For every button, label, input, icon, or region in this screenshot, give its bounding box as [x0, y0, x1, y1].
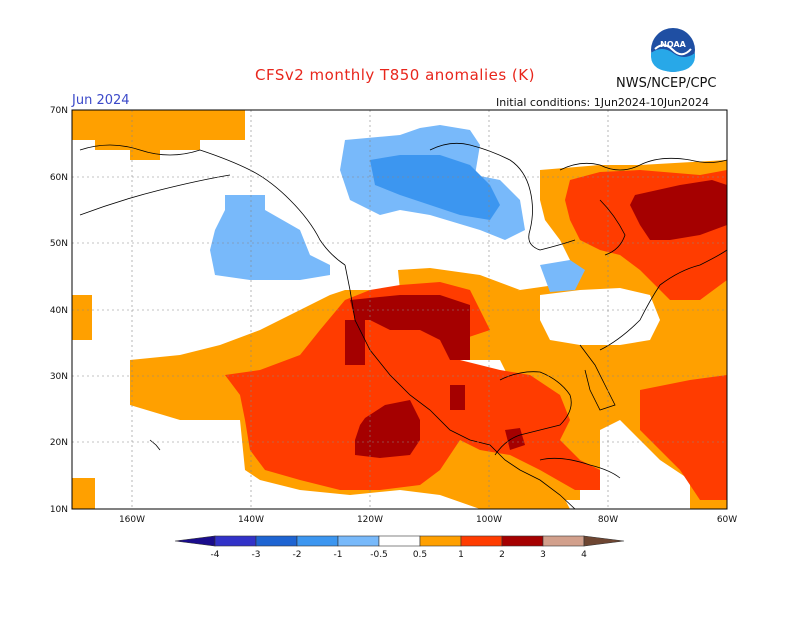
lat-label-60n: 60N — [50, 173, 68, 183]
colorbar-labels: -4 -3 -2 -1 -0.5 0.5 1 2 3 4 — [211, 550, 588, 560]
anomaly-fields — [72, 110, 727, 509]
colorbar-cell-neg3-neg2 — [255, 535, 298, 547]
colorbar-cell-lt-neg4 — [174, 535, 216, 547]
colorbar-label: -1 — [334, 550, 343, 560]
lon-label-160w: 160W — [119, 515, 145, 525]
anomaly-neg2-neg1-region — [370, 155, 500, 220]
lat-label-40n: 40N — [50, 306, 68, 316]
neutral-region-northeast — [540, 288, 660, 345]
colorbar-label: -4 — [211, 550, 220, 560]
colorbar-label: 4 — [581, 550, 587, 560]
noaa-logo-icon: NOAA — [651, 28, 695, 72]
anomaly-neg1-neg0.5-region — [210, 125, 585, 292]
lon-label-100w: 100W — [476, 515, 502, 525]
colorbar-cell-neg2-neg1 — [296, 535, 339, 547]
colorbar-cell-neg4-neg3 — [214, 535, 257, 547]
lon-label-120w: 120W — [357, 515, 383, 525]
colorbar-cell-2-3 — [501, 535, 544, 547]
lat-label-20n: 20N — [50, 438, 68, 448]
colorbar-label: 3 — [540, 550, 546, 560]
colorbar-cell-neg1-neg0.5 — [337, 535, 380, 547]
colorbar-label: -2 — [293, 550, 302, 560]
agency-label: NWS/NCEP/CPC — [616, 76, 717, 91]
anomaly-2-3-region — [345, 180, 727, 458]
latitude-labels: 70N 60N 50N 40N 30N 20N 10N — [50, 106, 68, 515]
colorbar-cell-3-4 — [542, 535, 585, 547]
lon-label-80w: 80W — [598, 515, 618, 525]
colorbar-label: 2 — [499, 550, 505, 560]
colorbar-label: -0.5 — [370, 550, 388, 560]
colorbar-cell-0.5-1 — [419, 535, 462, 547]
coastlines — [79, 142, 727, 509]
colorbar-label: 0.5 — [413, 550, 427, 560]
longitude-labels: 160W 140W 120W 100W 80W 60W — [119, 515, 737, 525]
colorbar — [174, 535, 625, 547]
svg-text:NOAA: NOAA — [660, 40, 686, 49]
forecast-month: Jun 2024 — [72, 93, 130, 108]
colorbar-cell-gt-4 — [583, 535, 625, 547]
lat-label-10n: 10N — [50, 505, 68, 515]
initial-conditions: Initial conditions: 1Jun2024-10Jun2024 — [496, 96, 710, 109]
lat-label-50n: 50N — [50, 239, 68, 249]
map-grid — [72, 110, 727, 509]
colorbar-cell-1-2 — [460, 535, 503, 547]
colorbar-label: 1 — [458, 550, 464, 560]
lat-label-30n: 30N — [50, 372, 68, 382]
colorbar-label: -3 — [252, 550, 261, 560]
lon-label-140w: 140W — [238, 515, 264, 525]
lon-label-60w: 60W — [717, 515, 737, 525]
colorbar-cell-neutral — [378, 535, 421, 547]
map-frame — [71, 109, 728, 510]
map-title: CFSv2 monthly T850 anomalies (K) — [255, 66, 535, 84]
lat-label-70n: 70N — [50, 106, 68, 116]
